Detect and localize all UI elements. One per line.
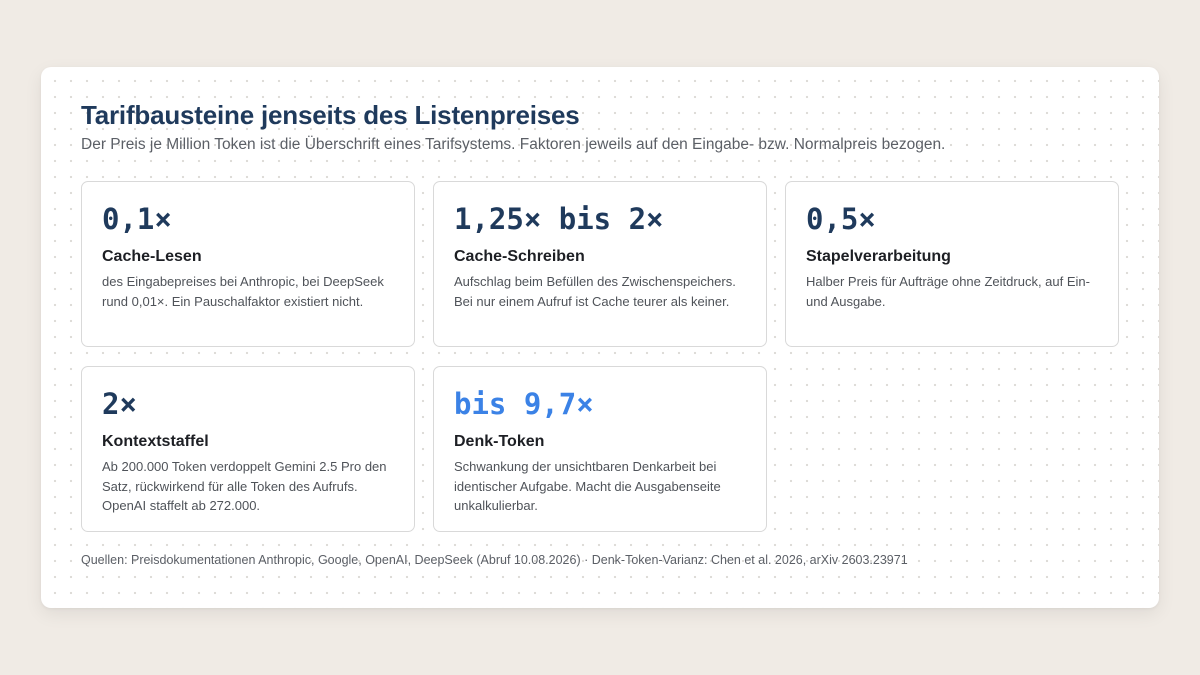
sources-footnote: Quellen: Preisdokumentationen Anthropic,… (81, 553, 908, 567)
card-description: des Eingabepreises bei Anthropic, bei De… (102, 274, 384, 309)
card-factor: 0,1× (102, 202, 172, 236)
card-description: Halber Preis für Aufträge ohne Zeitdruck… (806, 274, 1090, 309)
card-description: Ab 200.000 Token verdoppelt Gemini 2.5 P… (102, 459, 387, 513)
card-kontextstaffel: 2× Kontextstaffel Ab 200.000 Token verdo… (81, 366, 415, 532)
page-subtitle: Der Preis je Million Token ist die Übers… (81, 136, 946, 153)
card-description: Schwankung der unsichtbaren Denkarbeit b… (454, 459, 721, 513)
info-panel: Tarifbausteine jenseits des Listenpreise… (41, 67, 1159, 608)
page-title: Tarifbausteine jenseits des Listenpreise… (81, 100, 580, 130)
card-title: Denk-Token (454, 433, 545, 450)
card-factor: 0,5× (806, 202, 876, 236)
card-denk-token: bis 9,7× Denk-Token Schwankung der unsic… (433, 366, 767, 532)
card-title: Stapelverarbeitung (806, 248, 951, 265)
card-factor-highlight: bis 9,7× (454, 387, 594, 421)
card-cache-schreiben: 1,25× bis 2× Cache-Schreiben Aufschlag b… (433, 181, 767, 347)
card-title: Kontextstaffel (102, 433, 209, 450)
card-description: Aufschlag beim Befüllen des Zwischenspei… (454, 274, 736, 309)
card-title: Cache-Schreiben (454, 248, 585, 265)
card-stapelverarbeitung: 0,5× Stapelverarbeitung Halber Preis für… (785, 181, 1119, 347)
card-cache-lesen: 0,1× Cache-Lesen des Eingabepreises bei … (81, 181, 415, 347)
card-title: Cache-Lesen (102, 248, 202, 265)
card-factor: 1,25× bis 2× (454, 202, 664, 236)
card-factor: 2× (102, 387, 137, 421)
